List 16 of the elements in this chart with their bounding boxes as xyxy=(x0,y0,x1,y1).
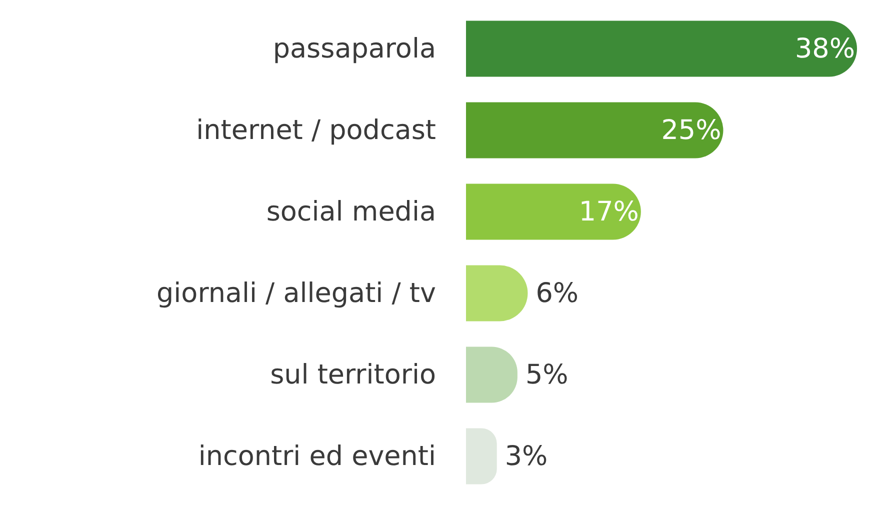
y-tick-label: social media xyxy=(266,196,436,228)
data-label: 5% xyxy=(525,359,568,390)
bar xyxy=(466,20,857,77)
y-tick-label: passaparola xyxy=(272,33,436,64)
bar xyxy=(466,428,497,484)
data-label: 3% xyxy=(504,440,548,472)
y-tick-label: internet / podcast xyxy=(196,114,436,146)
y-tick-label: giornali / allegati / tv xyxy=(156,278,436,309)
data-label: 25% xyxy=(661,114,722,146)
data-label: 38% xyxy=(794,33,855,64)
bar xyxy=(466,102,724,158)
y-tick-label: incontri ed eventi xyxy=(198,440,436,472)
data-label: 6% xyxy=(536,278,579,309)
y-tick-label: sul territorio xyxy=(270,359,436,390)
bar xyxy=(466,184,641,240)
data-label: 17% xyxy=(578,196,639,228)
